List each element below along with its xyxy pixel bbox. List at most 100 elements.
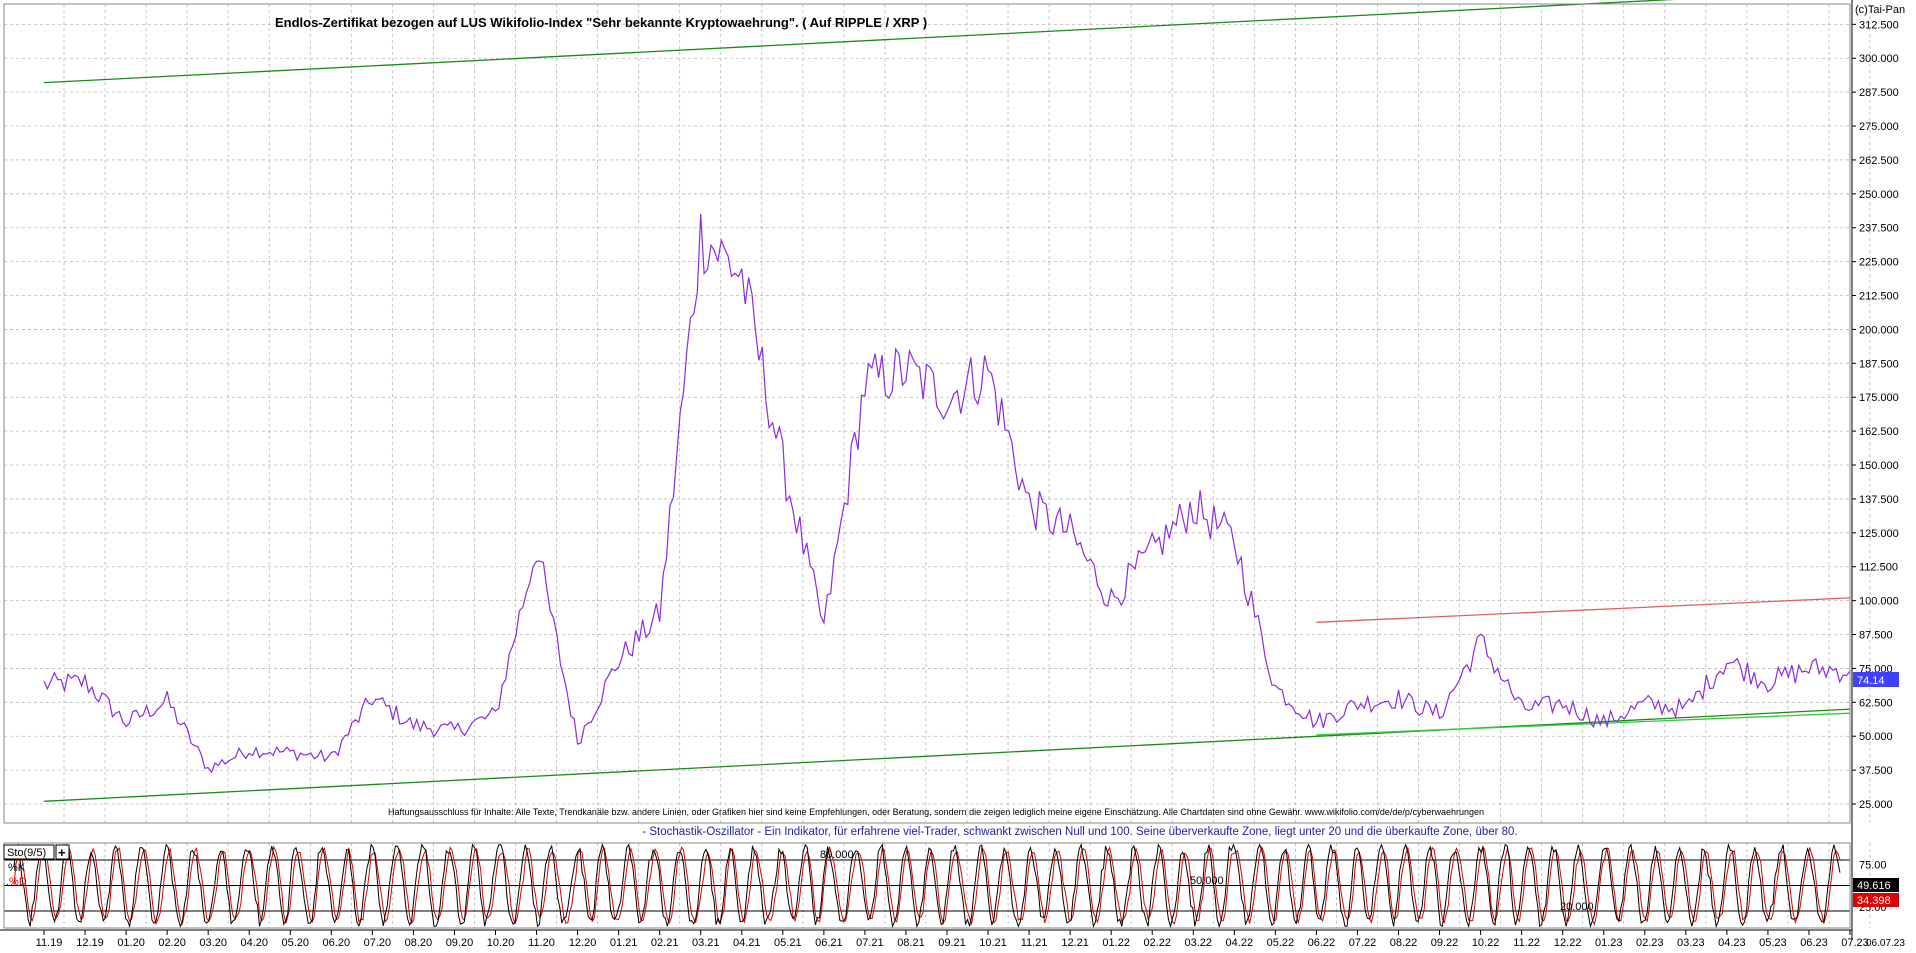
- x-tick-label: 07.21: [856, 937, 884, 948]
- main-plot-frame: [3, 3, 1851, 824]
- chart-title: Endlos-Zertifikat bezogen auf LUS Wikifo…: [275, 15, 927, 30]
- y-tick-label: 87.500: [1859, 630, 1893, 642]
- y-tick-label: 275.000: [1859, 121, 1899, 133]
- x-tick-label: 11.22: [1513, 937, 1540, 948]
- y-tick-label: 50.000: [1859, 731, 1893, 743]
- x-tick-label: 06.23: [1800, 937, 1828, 948]
- stochastic-series: [13, 842, 1841, 929]
- x-tick-label: 03.22: [1185, 937, 1213, 948]
- level-label-80: 80.000: [820, 849, 854, 861]
- y-tick-label: 25.000: [1859, 799, 1893, 811]
- x-tick-label: 12.22: [1554, 937, 1582, 948]
- svg-text:74.14: 74.14: [1857, 675, 1885, 687]
- y-tick-label: 200.000: [1859, 324, 1899, 336]
- axes: [0, 0, 1853, 940]
- y-tick-label: 100.000: [1859, 596, 1899, 608]
- y-tick-label: 150.000: [1859, 460, 1899, 472]
- price-y-tick-labels: 25.00037.50050.00062.50075.00087.500100.…: [1852, 19, 1899, 811]
- y-tick-label: 175.000: [1859, 392, 1899, 404]
- x-tick-label: 07.20: [364, 937, 392, 948]
- x-tick-label: 04.22: [1226, 937, 1254, 948]
- x-tick-label: 12.21: [1061, 937, 1089, 948]
- y-tick-label: 250.000: [1859, 189, 1899, 201]
- x-tick-label: 12.19: [76, 937, 104, 948]
- copyright-label: (c)Tai-Pan: [1855, 4, 1905, 16]
- x-tick-label: 04.21: [733, 937, 761, 948]
- x-tick-label: 04.23: [1718, 937, 1746, 948]
- main-gridlines: [4, 4, 1871, 823]
- x-tick-label: 12.20: [569, 937, 597, 948]
- x-tick-label: 05.23: [1759, 937, 1787, 948]
- x-tick-label: 09.21: [938, 937, 966, 948]
- x-tick-label: 05.21: [774, 937, 802, 948]
- svg-text:Sto(9/5): Sto(9/5): [7, 847, 46, 859]
- x-tick-label: 01.23: [1595, 937, 1623, 948]
- x-tick-label: 09.20: [446, 937, 474, 948]
- stochastic-k-line: [13, 842, 1841, 929]
- x-tick-label: 08.20: [405, 937, 433, 948]
- x-tick-label: 11.19: [36, 937, 63, 948]
- x-tick-label: 06.20: [323, 937, 351, 948]
- x-tick-label: 09.22: [1431, 937, 1459, 948]
- y-tick-label: 62.500: [1859, 697, 1893, 709]
- stochastic-plot-frame: [3, 842, 1851, 929]
- x-tick-label: 03.21: [692, 937, 720, 948]
- x-tick-label: 05.22: [1267, 937, 1295, 948]
- x-tick-label: 07.23: [1841, 937, 1869, 948]
- y-tick-label: 237.500: [1859, 223, 1899, 235]
- end-date-label: 06.07.23: [1866, 938, 1905, 948]
- x-tick-label: 05.20: [282, 937, 310, 948]
- trendline: [1316, 597, 1851, 623]
- stochastic-gridlines: [4, 843, 1871, 928]
- x-tick-label: 08.22: [1390, 937, 1418, 948]
- x-tick-label: 06.22: [1308, 937, 1336, 948]
- y-tick-label: 37.500: [1859, 765, 1893, 777]
- x-tick-label: 01.21: [610, 937, 638, 948]
- x-tick-label: 11.21: [1021, 937, 1048, 948]
- price-line: [43, 213, 1851, 774]
- x-tick-label: 02.22: [1143, 937, 1171, 948]
- trendlines: [43, 0, 1851, 802]
- x-tick-label: 03.23: [1677, 937, 1705, 948]
- disclaimer-text: Haftungsausschluss für Inhalte: Alle Tex…: [388, 807, 1484, 817]
- y-tick-label: 300.000: [1859, 53, 1899, 65]
- y-tick-label: 125.000: [1859, 528, 1899, 540]
- y-tick-label: 262.500: [1859, 155, 1899, 167]
- x-tick-label: 10.22: [1472, 937, 1500, 948]
- d-value-badge: 34.398: [1853, 893, 1899, 907]
- x-tick-label: 10.21: [979, 937, 1007, 948]
- y-tick-label: 287.500: [1859, 87, 1899, 99]
- level-label-20: 20.000: [1560, 901, 1594, 913]
- x-tick-label: 11.20: [528, 937, 555, 948]
- y-tick-label: 212.500: [1859, 291, 1899, 303]
- y-tick-label: 225.000: [1859, 257, 1899, 269]
- trendline: [43, 708, 1851, 802]
- x-tick-label: 01.20: [117, 937, 145, 948]
- svg-text:49.616: 49.616: [1857, 880, 1891, 892]
- x-tick-label: 02.20: [158, 937, 186, 948]
- x-tick-labels: 11.19 12.19 01.20 02.20 03.20 04.20 05.20 06.20…: [36, 930, 1869, 949]
- y-tick-label: 112.500: [1859, 562, 1898, 574]
- level-label-50: 50.000: [1190, 875, 1224, 887]
- y-tick-label: 137.500: [1859, 494, 1899, 506]
- x-tick-label: 02.21: [651, 937, 679, 948]
- x-tick-label: 03.20: [199, 937, 227, 948]
- stochastic-d-line: [13, 845, 1841, 926]
- x-tick-label: 02.23: [1636, 937, 1664, 948]
- trendline: [1316, 712, 1851, 736]
- expand-icon[interactable]: +: [58, 845, 66, 860]
- sto-y-tick-label: 75.00: [1859, 859, 1887, 871]
- legend-d: .%D: [6, 876, 27, 888]
- x-tick-label: 01.22: [1102, 937, 1130, 948]
- trendline: [43, 0, 1676, 84]
- y-tick-label: 162.500: [1859, 426, 1899, 438]
- legend-k: %K: [8, 862, 26, 874]
- x-tick-label: 08.21: [897, 937, 925, 948]
- svg-text:34.398: 34.398: [1857, 895, 1891, 907]
- price-series: [43, 213, 1851, 774]
- indicator-note: - Stochastik-Oszillator - Ein Indikator,…: [642, 826, 1517, 838]
- x-tick-label: 07.22: [1349, 937, 1377, 948]
- x-tick-label: 06.21: [815, 937, 843, 948]
